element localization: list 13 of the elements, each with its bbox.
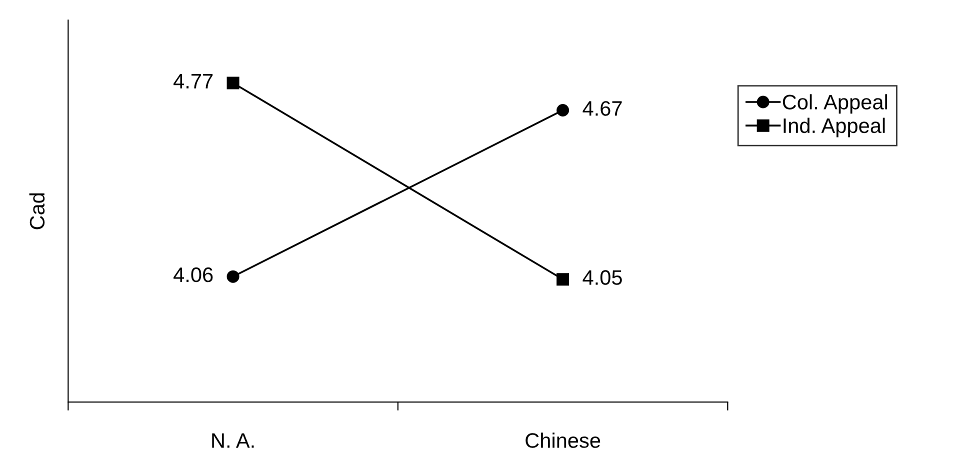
data-label: 4.06: [174, 267, 213, 282]
data-label: 4.67: [582, 101, 622, 116]
point: [226, 270, 240, 283]
x-tick-label: Chinese: [526, 432, 600, 448]
point: [556, 104, 570, 116]
legend-label: Col. Appeal: [782, 94, 888, 114]
legend-label: Ind. Appeal: [784, 118, 885, 138]
x-tick-label: N. A.: [212, 433, 254, 448]
point: [556, 273, 570, 286]
point: [226, 76, 240, 90]
data-label: 4.05: [582, 270, 622, 285]
data-label: 4.77: [174, 74, 213, 88]
y-axis-title: Cad: [29, 193, 45, 230]
